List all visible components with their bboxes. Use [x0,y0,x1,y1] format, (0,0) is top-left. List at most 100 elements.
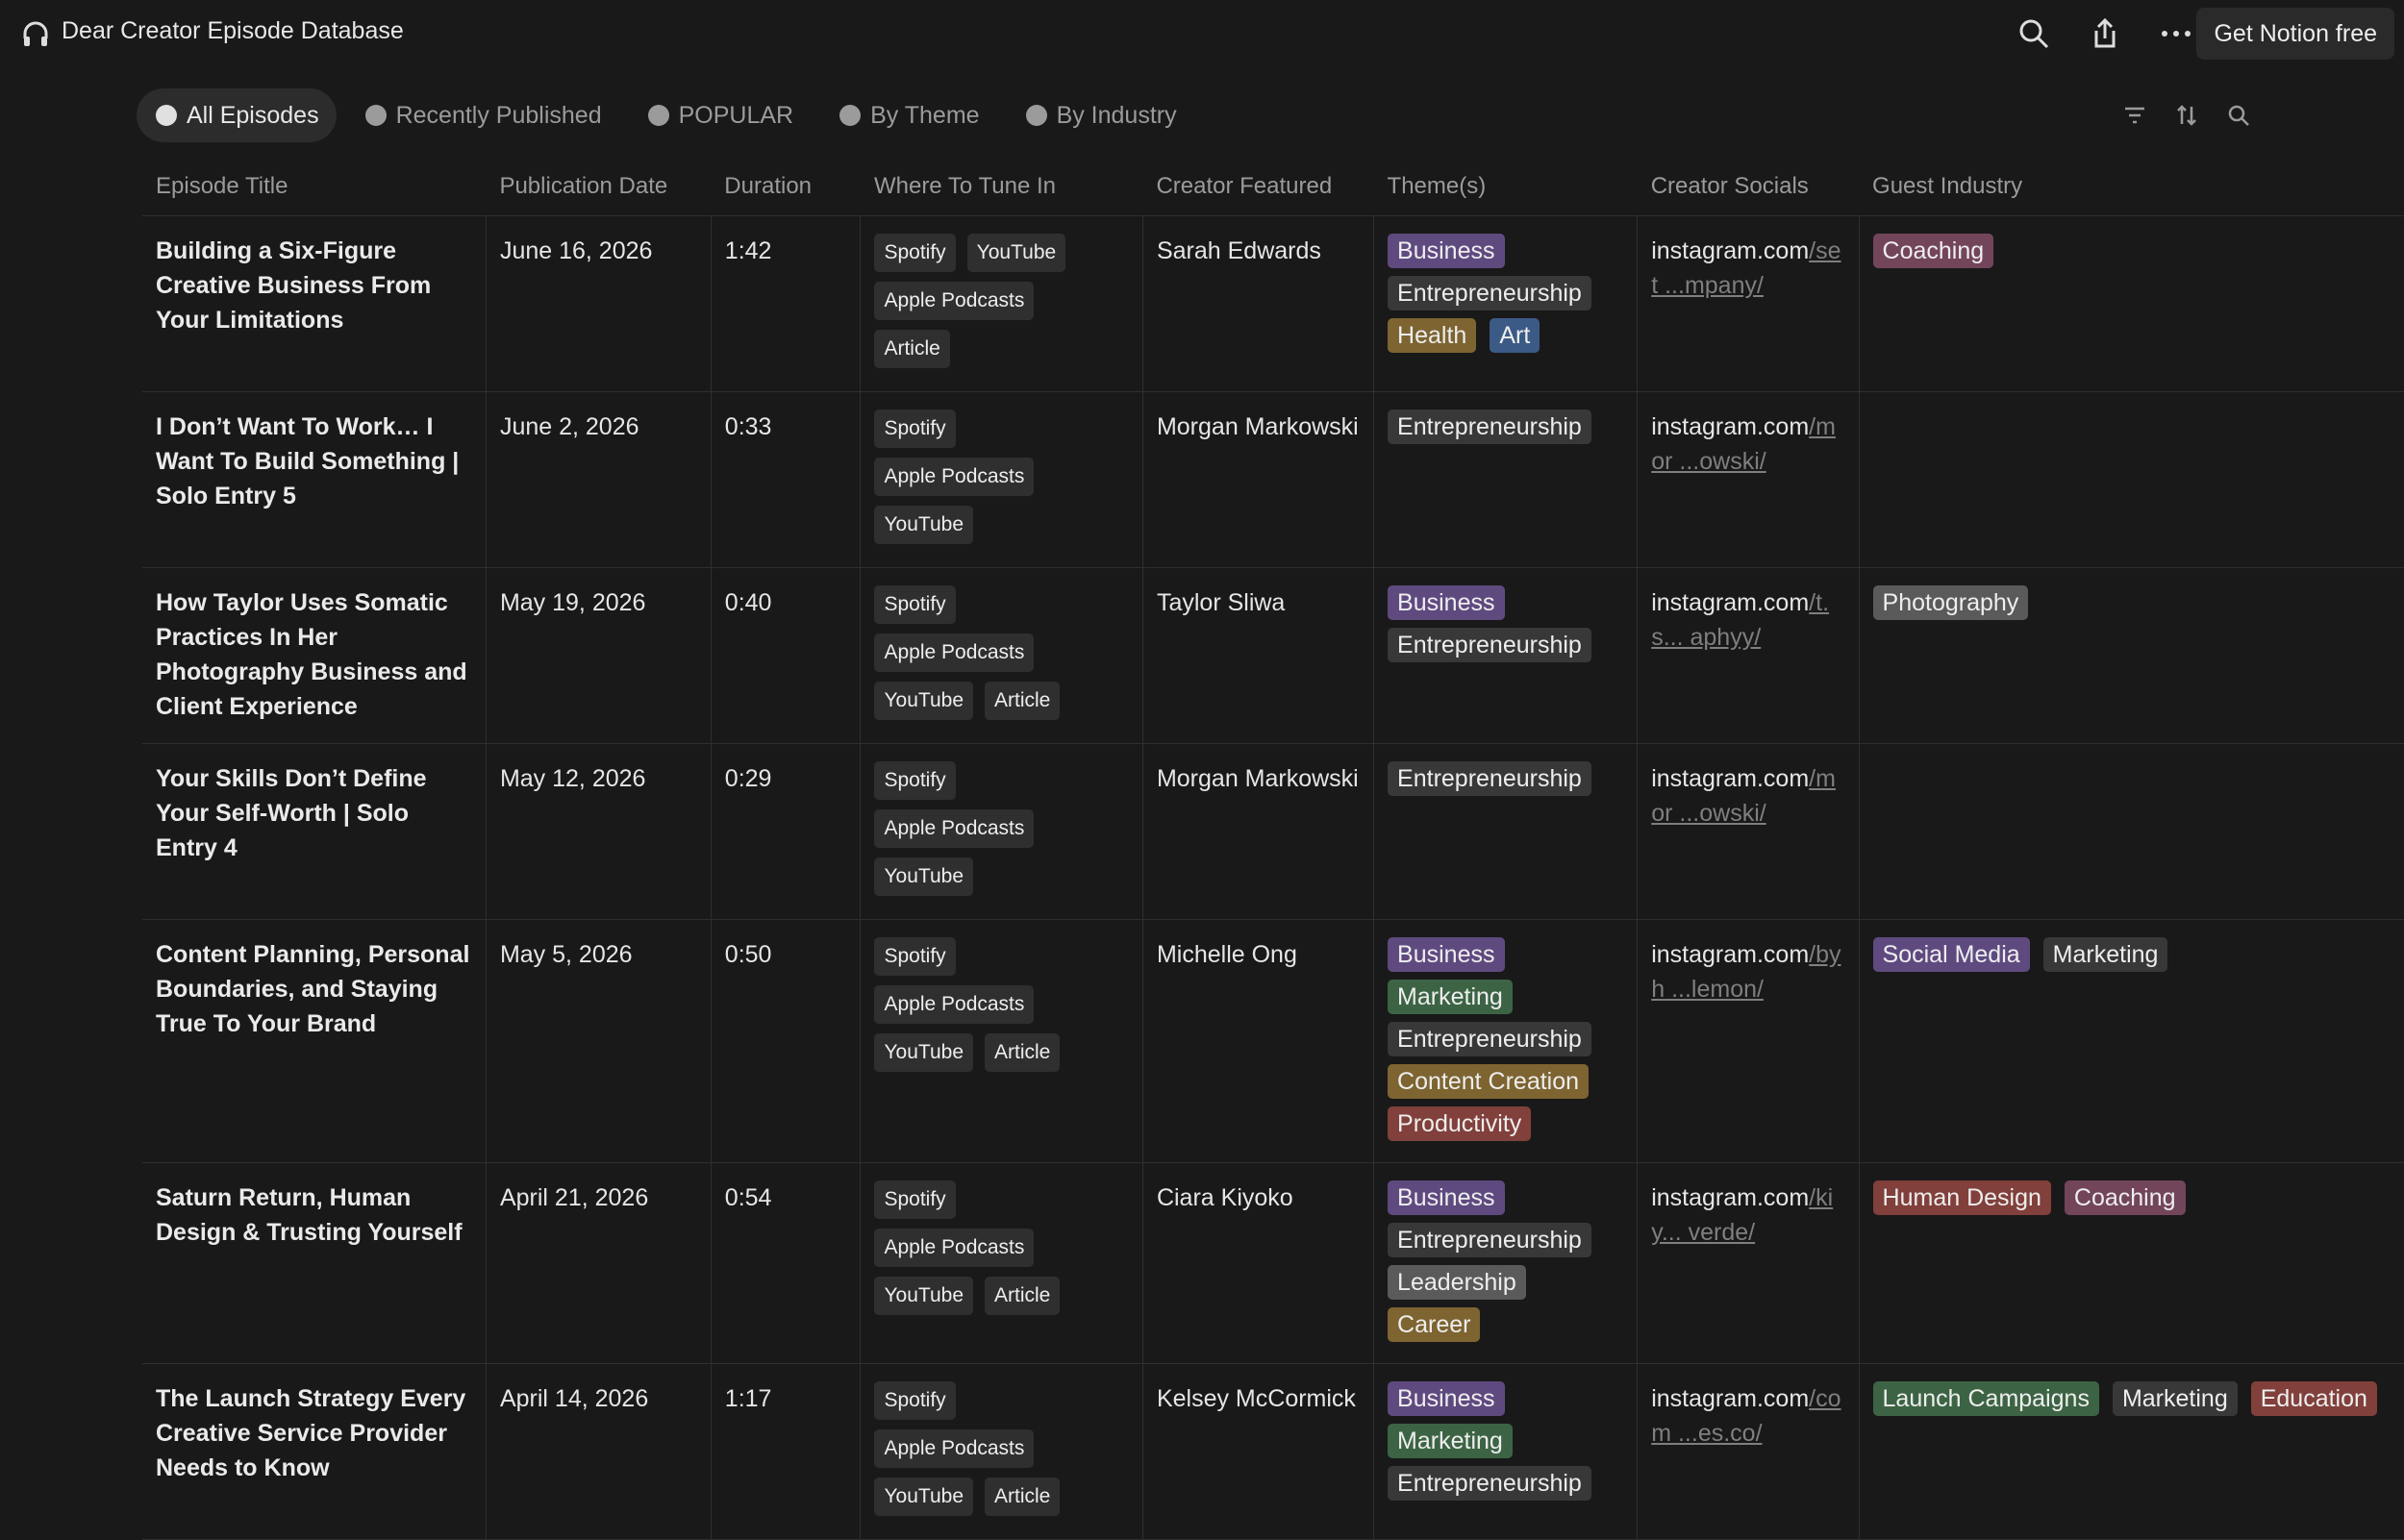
social-rest[interactable]: /byh ...lemon/ [1651,941,1841,1003]
socials-cell: instagram.com/byh ...lemon/ [1637,919,1860,1163]
top-bar: Dear Creator Episode Database Get Notion… [0,0,2404,65]
view-label: All Episodes [187,102,319,129]
socials-cell: instagram.com/t.s... aphyy/ [1637,567,1860,744]
view-tab[interactable]: Recently Published [346,88,619,142]
more-icon[interactable] [2160,17,2192,50]
tune-in-tag: YouTube [874,1033,973,1072]
socials-cell: instagram.com/set ...mpany/ [1637,215,1860,392]
social-base: instagram.com [1651,413,1810,440]
view-tab[interactable]: By Industry [1007,88,1194,142]
view-icons [2123,104,2250,127]
tune-in-tag: YouTube [874,682,973,720]
view-label: Recently Published [395,102,602,129]
social-rest[interactable]: /set ...mpany/ [1651,237,1841,299]
creator: Morgan Markowski [1142,391,1375,568]
themes-cell: Entrepreneurship [1373,743,1639,920]
duration: 0:29 [711,743,862,920]
column-header: Episode Title [142,158,487,216]
theme-tag: Career [1388,1307,1481,1342]
share-icon[interactable] [2089,17,2121,50]
creator: Sarah Edwards [1142,215,1375,392]
view-tabs: All Episodes Recently Published POPULAR By … [137,88,1194,142]
industry-cell: Launch Campaigns Marketing Education [1859,1363,2404,1540]
episode-row[interactable]: How Taylor Uses Somatic Practices In Her… [142,567,2404,744]
episode-row[interactable]: Building a Six-Figure Creative Business … [142,215,2404,392]
search-icon[interactable] [2017,17,2050,50]
episode-row[interactable]: Saturn Return, Human Design & Trusting Y… [142,1162,2404,1364]
tune-in-cell: Spotify Apple Podcasts YouTube Article [860,567,1143,744]
tune-in-tag: Apple Podcasts [874,282,1035,320]
themes-cell: Business Entrepreneurship Health Art [1373,215,1639,392]
publication-date: May 5, 2026 [486,919,712,1163]
duration: 0:50 [711,919,862,1163]
tune-in-tag: Apple Podcasts [874,809,1035,848]
tune-in-tag: Article [874,330,950,368]
industry-tag: Coaching [2064,1180,2186,1215]
theme-tag: Art [1490,318,1540,353]
social-base: instagram.com [1651,237,1810,264]
industry-cell: Coaching [1859,215,2404,392]
themes-cell: Business Entrepreneurship [1373,567,1639,744]
column-header: Publication Date [486,158,712,216]
tune-in-tag: Apple Podcasts [874,458,1035,496]
socials-cell: instagram.com/mor ...owski/ [1637,743,1860,920]
episode-title: Building a Six-Figure Creative Business … [142,215,487,392]
publication-date: June 16, 2026 [486,215,712,392]
episode-table: Episode Title Publication Date Duration Whe… [142,158,2404,1540]
episode-row[interactable]: I Don’t Want To Work… I Want To Build So… [142,391,2404,568]
theme-tag: Entrepreneurship [1388,1223,1591,1257]
creator: Ciara Kiyoko [1142,1162,1375,1364]
theme-tag: Entrepreneurship [1388,1022,1591,1056]
theme-tag: Productivity [1388,1106,1532,1141]
duration: 1:42 [711,215,862,392]
episode-row[interactable]: The Launch Strategy Every Creative Servi… [142,1363,2404,1540]
tune-in-tag: Spotify [874,234,956,272]
episode-title: Saturn Return, Human Design & Trusting Y… [142,1162,487,1364]
view-tab[interactable]: By Theme [820,88,996,142]
social-base: instagram.com [1651,589,1810,616]
view-tab[interactable]: All Episodes [137,88,337,142]
sort-icon[interactable] [2175,104,2198,127]
industry-cell: Social Media Marketing [1859,919,2404,1163]
theme-tag: Marketing [1388,1424,1513,1458]
filter-icon[interactable] [2123,104,2146,127]
duration: 0:40 [711,567,862,744]
theme-tag: Marketing [1388,980,1513,1014]
view-label: POPULAR [678,102,794,129]
episode-row[interactable]: Your Skills Don’t Define Your Self-Worth… [142,743,2404,920]
duration: 1:17 [711,1363,862,1540]
view-tab[interactable]: POPULAR [629,88,811,142]
header-row: Episode Title Publication Date Duration Whe… [142,158,2404,216]
tune-in-tag: Spotify [874,937,956,976]
publication-date: April 21, 2026 [486,1162,712,1364]
tune-in-tag: YouTube [874,1277,973,1315]
theme-tag: Entrepreneurship [1388,1466,1591,1501]
industry-tag: Social Media [1872,937,2030,972]
episode-title: Your Skills Don’t Define Your Self-Worth… [142,743,487,920]
tune-in-tag: Article [985,1033,1061,1072]
tune-in-cell: Spotify Apple Podcasts YouTube Article [860,1363,1143,1540]
publication-date: May 12, 2026 [486,743,712,920]
social-rest[interactable]: /mor ...owski/ [1651,765,1836,827]
tune-in-tag: Apple Podcasts [874,633,1035,672]
table-search-icon[interactable] [2227,104,2250,127]
view-icon [364,105,387,126]
socials-cell: instagram.com/mor ...owski/ [1637,391,1860,568]
theme-tag: Content Creation [1388,1064,1590,1099]
social-rest[interactable]: /t.s... aphyy/ [1651,589,1830,651]
table-body: Building a Six-Figure Creative Business … [142,215,2404,1540]
headphones-icon [23,21,48,46]
get-notion-button[interactable]: Get Notion free [2196,8,2394,60]
industry-cell [1859,743,2404,920]
tune-in-tag: Spotify [874,761,956,800]
social-rest[interactable]: /mor ...owski/ [1651,413,1836,475]
industry-cell: Photography [1859,567,2404,744]
duration: 0:33 [711,391,862,568]
themes-cell: Business Entrepreneurship Leadership Career [1373,1162,1639,1364]
top-icons [2017,17,2192,50]
tune-in-tag: YouTube [874,506,973,544]
tune-in-tag: Apple Podcasts [874,985,1035,1024]
publication-date: April 14, 2026 [486,1363,712,1540]
industry-tag: Coaching [1872,234,1994,268]
episode-row[interactable]: Content Planning, Personal Boundaries, a… [142,919,2404,1163]
